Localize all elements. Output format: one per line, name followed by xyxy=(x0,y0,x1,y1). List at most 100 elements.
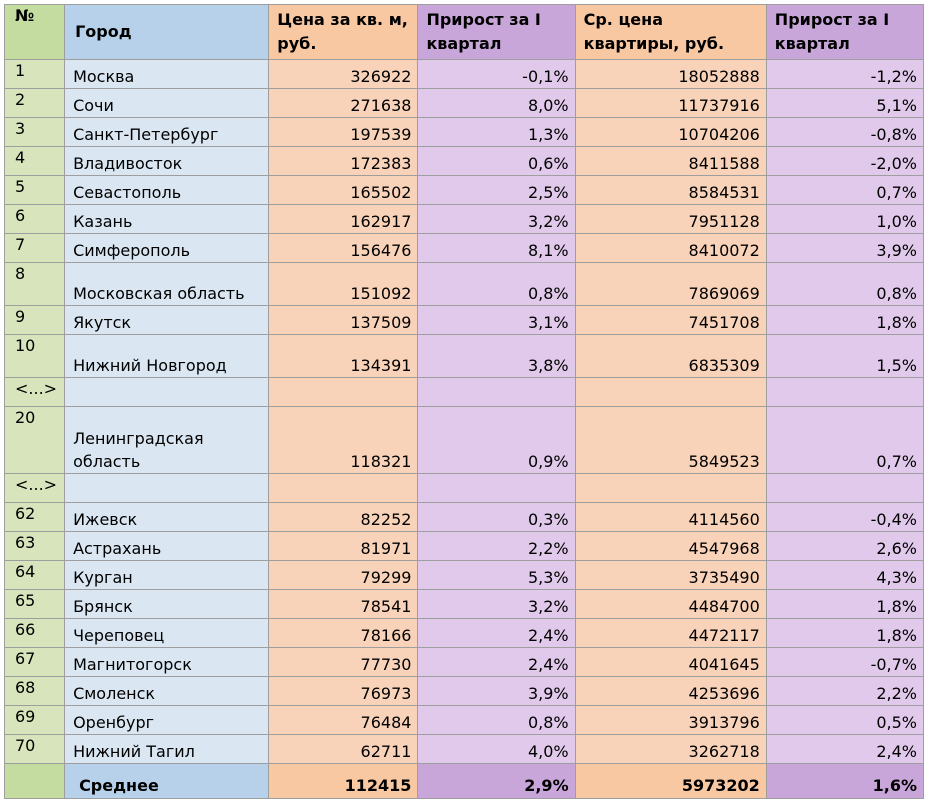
row-growth-avg: 2,2% xyxy=(765,676,925,706)
row-growth-sqm: 8,0% xyxy=(417,88,576,118)
row-avg-price: 10704206 xyxy=(574,117,767,147)
row-avg-price: 7869069 xyxy=(574,262,767,306)
row-growth-avg: 1,8% xyxy=(765,305,925,335)
row-city: Оренбург xyxy=(64,705,270,735)
row-price-sqm: 162917 xyxy=(268,204,419,234)
row-city: Смоленск xyxy=(64,676,270,706)
table-row: 66 Череповец 78166 2,4% 4472117 1,8% xyxy=(3,618,925,648)
row-avg-price: 3735490 xyxy=(574,560,767,590)
row-growth-sqm: -0,1% xyxy=(417,59,576,89)
row-price-sqm: 76973 xyxy=(268,676,419,706)
row-growth-avg: 0,7% xyxy=(765,406,925,474)
row-growth-avg xyxy=(765,473,925,503)
row-price-sqm: 137509 xyxy=(268,305,419,335)
row-price-sqm: 76484 xyxy=(268,705,419,735)
row-city xyxy=(64,377,270,407)
row-growth-sqm: 2,5% xyxy=(417,175,576,205)
row-city: Московская область xyxy=(64,262,270,306)
row-num: <...> xyxy=(3,377,66,407)
row-growth-sqm: 0,9% xyxy=(417,406,576,474)
row-growth-avg: 0,7% xyxy=(765,175,925,205)
row-avg-price: 18052888 xyxy=(574,59,767,89)
table-row: 62 Ижевск 82252 0,3% 4114560 -0,4% xyxy=(3,502,925,532)
row-city: Курган xyxy=(64,560,270,590)
table-body: 1 Москва 326922 -0,1% 18052888 -1,2% 2 Сочи 2716… xyxy=(3,59,925,764)
row-num: 64 xyxy=(3,560,66,590)
row-growth-avg: -0,7% xyxy=(765,647,925,677)
row-avg-price: 4041645 xyxy=(574,647,767,677)
row-growth-sqm: 5,3% xyxy=(417,560,576,590)
row-city: Череповец xyxy=(64,618,270,648)
table-row: 7 Симферополь 156476 8,1% 8410072 3,9% xyxy=(3,233,925,263)
row-avg-price: 4114560 xyxy=(574,502,767,532)
row-num: 62 xyxy=(3,502,66,532)
row-avg-price: 4253696 xyxy=(574,676,767,706)
row-price-sqm: 156476 xyxy=(268,233,419,263)
row-city: Санкт-Петербург xyxy=(64,117,270,147)
row-growth-sqm: 2,4% xyxy=(417,618,576,648)
table-row: 8 Московская область 151092 0,8% 7869069 0,8% xyxy=(3,262,925,306)
table-footer-row: Среднее 112415 2,9% 5973202 1,6% xyxy=(3,763,925,799)
row-city: Брянск xyxy=(64,589,270,619)
table-row: 6 Казань 162917 3,2% 7951128 1,0% xyxy=(3,204,925,234)
row-avg-price: 11737916 xyxy=(574,88,767,118)
row-avg-price: 8411588 xyxy=(574,146,767,176)
row-city xyxy=(64,473,270,503)
table-row: 63 Астрахань 81971 2,2% 4547968 2,6% xyxy=(3,531,925,561)
row-growth-sqm: 0,3% xyxy=(417,502,576,532)
row-price-sqm: 326922 xyxy=(268,59,419,89)
row-growth-avg: 1,5% xyxy=(765,334,925,378)
row-price-sqm: 271638 xyxy=(268,88,419,118)
row-avg-price: 4484700 xyxy=(574,589,767,619)
row-growth-sqm: 1,3% xyxy=(417,117,576,147)
footer-avg-price: 5973202 xyxy=(574,763,767,799)
row-growth-avg: -0,8% xyxy=(765,117,925,147)
row-city: Сочи xyxy=(64,88,270,118)
row-num: 6 xyxy=(3,204,66,234)
row-growth-sqm: 3,2% xyxy=(417,204,576,234)
row-growth-sqm: 2,2% xyxy=(417,531,576,561)
row-growth-sqm: 3,9% xyxy=(417,676,576,706)
row-price-sqm: 79299 xyxy=(268,560,419,590)
row-num: 4 xyxy=(3,146,66,176)
row-price-sqm: 77730 xyxy=(268,647,419,677)
row-num: <...> xyxy=(3,473,66,503)
row-growth-avg: 1,0% xyxy=(765,204,925,234)
row-growth-avg: 1,8% xyxy=(765,618,925,648)
row-num: 3 xyxy=(3,117,66,147)
row-price-sqm: 151092 xyxy=(268,262,419,306)
row-city: Якутск xyxy=(64,305,270,335)
row-num: 67 xyxy=(3,647,66,677)
table-row: 5 Севастополь 165502 2,5% 8584531 0,7% xyxy=(3,175,925,205)
footer-growth-sqm: 2,9% xyxy=(417,763,576,799)
header-num: № xyxy=(3,4,66,60)
row-growth-avg: -0,4% xyxy=(765,502,925,532)
row-city: Москва xyxy=(64,59,270,89)
row-price-sqm: 118321 xyxy=(268,406,419,474)
row-avg-price: 6835309 xyxy=(574,334,767,378)
row-price-sqm: 172383 xyxy=(268,146,419,176)
row-num: 1 xyxy=(3,59,66,89)
row-num: 20 xyxy=(3,406,66,474)
table-row: 70 Нижний Тагил 62711 4,0% 3262718 2,4% xyxy=(3,734,925,764)
table-row: 4 Владивосток 172383 0,6% 8411588 -2,0% xyxy=(3,146,925,176)
row-growth-avg: 0,5% xyxy=(765,705,925,735)
row-num: 68 xyxy=(3,676,66,706)
row-growth-sqm: 2,4% xyxy=(417,647,576,677)
footer-price-sqm: 112415 xyxy=(268,763,419,799)
row-growth-sqm: 3,2% xyxy=(417,589,576,619)
row-growth-avg: 2,4% xyxy=(765,734,925,764)
table-row: 3 Санкт-Петербург 197539 1,3% 10704206 -0,8% xyxy=(3,117,925,147)
row-growth-avg: 1,8% xyxy=(765,589,925,619)
row-num: 5 xyxy=(3,175,66,205)
row-growth-sqm: 8,1% xyxy=(417,233,576,263)
row-avg-price: 7451708 xyxy=(574,305,767,335)
city-price-table: № Город Цена за кв. м, руб. Прирост за I… xyxy=(3,4,925,799)
row-growth-sqm xyxy=(417,473,576,503)
row-num: 69 xyxy=(3,705,66,735)
footer-label: Среднее xyxy=(64,763,270,799)
row-growth-avg xyxy=(765,377,925,407)
row-price-sqm: 165502 xyxy=(268,175,419,205)
row-num: 9 xyxy=(3,305,66,335)
row-growth-sqm: 0,8% xyxy=(417,262,576,306)
